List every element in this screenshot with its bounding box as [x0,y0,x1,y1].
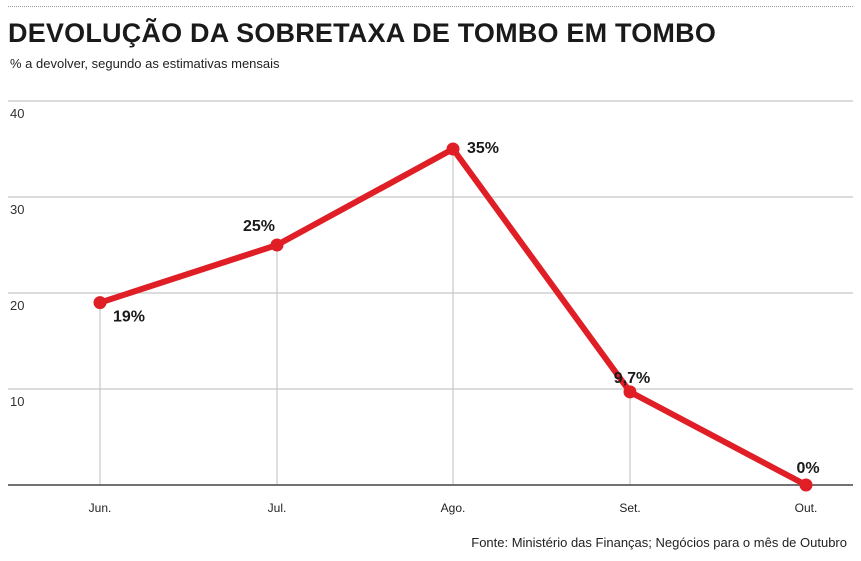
data-point [623,385,637,399]
y-tick-label: 20 [10,298,24,313]
y-tick-label: 10 [10,394,24,409]
chart-title: DEVOLUÇÃO DA SOBRETAXA DE TOMBO EM TOMBO [8,18,717,48]
y-tick-label: 40 [10,106,24,121]
data-point [446,142,460,156]
data-label: 9,7% [614,370,650,387]
data-label: 0% [796,460,819,477]
data-label: 35% [467,140,499,157]
data-point [270,238,284,252]
x-tick-label: Jun. [89,501,112,515]
y-tick-label: 30 [10,202,24,217]
x-tick-label: Ago. [441,501,466,515]
x-tick-label: Out. [795,501,818,515]
x-tick-label: Set. [619,501,640,515]
data-label: 25% [243,218,275,235]
top-rule [8,6,853,7]
chart-subtitle: % a devolver, segundo as estimativas men… [10,56,280,71]
data-point [93,296,107,310]
source-note: Fonte: Ministério das Finanças; Negócios… [471,535,847,550]
x-tick-label: Jul. [268,501,287,515]
data-point [799,478,813,492]
data-label: 19% [113,309,145,326]
